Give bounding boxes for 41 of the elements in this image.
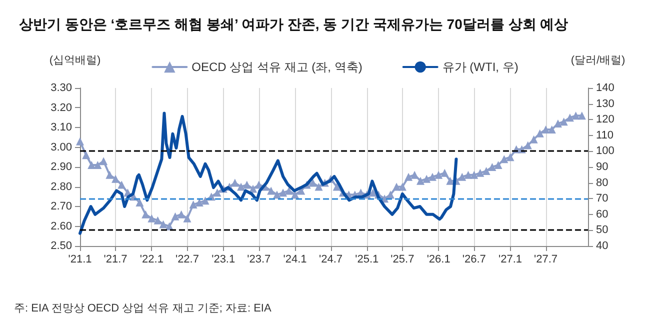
y-axis-title: (십억배럴)	[49, 54, 101, 66]
y2-tick-label: 60	[596, 208, 608, 220]
y2-tick-label: 130	[596, 98, 614, 110]
y2-tick-label: 100	[596, 145, 614, 158]
x-tick-label: '23.1	[212, 254, 236, 266]
x-tick-label: '23.7	[247, 254, 271, 266]
y2-tick-label: 140	[596, 82, 614, 94]
y2-tick-label: 50	[596, 224, 608, 236]
chart-title: 상반기 동안은 ‘호르무즈 해협 봉쇄’ 여파가 잔존, 동 기간 국제유가는 70달러를 상회 예상	[19, 16, 568, 32]
y-tick-label: 3.00	[50, 141, 72, 154]
y-tick-label: 3.20	[50, 102, 72, 114]
y2-tick-label: 120	[596, 114, 614, 126]
legend-label: OECD 상업 석유 재고 (좌, 역축)	[192, 60, 362, 74]
text: 주: EIA 전망상 OECD 상업 석유 재고 기준; 자료: EIA	[14, 302, 272, 314]
x-tick-label: '21.7	[104, 254, 128, 266]
x-tick-label: '22.1	[140, 254, 164, 266]
x-tick-label: '25.7	[390, 254, 414, 266]
y-tick-label: 2.60	[50, 220, 72, 232]
y2-tick-label: 70	[596, 192, 608, 205]
y-tick-label: 2.80	[50, 180, 72, 193]
y2-tick-label: 80	[596, 176, 608, 189]
y2-tick-label: 110	[596, 129, 614, 142]
x-tick-label: '25.1	[355, 254, 379, 266]
y2-tick-label: 40	[596, 240, 608, 252]
y-tick-label: 3.10	[50, 122, 72, 134]
y-tick-label: 2.70	[50, 200, 72, 212]
y2-tick-label: 90	[596, 161, 608, 173]
y-tick-label: 3.30	[50, 82, 72, 94]
x-tick-label: '22.7	[175, 254, 199, 266]
x-tick-label: '27.7	[534, 254, 558, 266]
x-tick-label: '27.1	[498, 254, 522, 266]
x-tick-label: '24.1	[283, 254, 307, 266]
x-tick-label: '26.7	[462, 254, 486, 266]
x-tick-label: '24.7	[319, 254, 343, 266]
y-tick-label: 2.90	[50, 161, 72, 173]
x-tick-label: '21.1	[68, 254, 92, 266]
line-series	[78, 112, 458, 235]
x-tick-label: '26.1	[426, 254, 450, 266]
y-tick-label: 2.50	[50, 240, 72, 252]
y2-axis-title: (달러/배럴)	[570, 54, 626, 66]
legend-label: 유가 (WTI, 우)	[442, 60, 518, 74]
